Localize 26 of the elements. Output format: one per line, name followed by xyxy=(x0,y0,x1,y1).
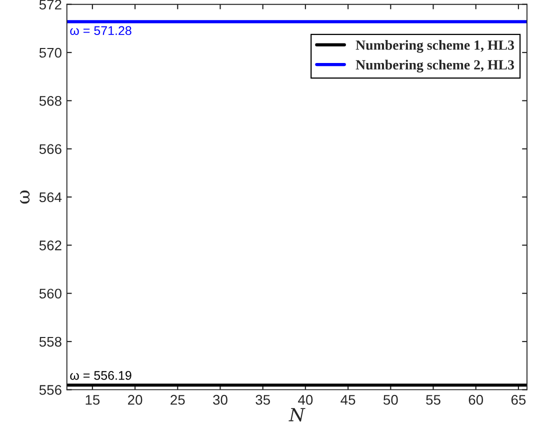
y-tick-label: 556 xyxy=(39,385,62,395)
x-tick-label: 40 xyxy=(298,394,313,405)
y-tick-label: 570 xyxy=(39,48,62,58)
x-tick-label: 45 xyxy=(340,395,356,405)
y-tick-label: 568 xyxy=(39,96,62,106)
x-tick-label: 15 xyxy=(86,395,100,405)
x-tick-label: 20 xyxy=(128,394,142,405)
legend-label: Numbering scheme 2, HL3 xyxy=(356,60,514,72)
x-tick-label: 25 xyxy=(170,394,185,405)
legend-label: Numbering scheme 1, HL3 xyxy=(356,40,514,53)
x-tick-label: 65 xyxy=(511,394,526,405)
x-tick-label: 55 xyxy=(426,395,440,405)
y-axis-title: ω xyxy=(20,190,30,204)
y-tick-label: 562 xyxy=(39,240,62,250)
annotation: ω = 571.28 xyxy=(70,26,132,36)
y-tick-label: 558 xyxy=(39,336,62,347)
x-tick-label: 50 xyxy=(383,394,398,405)
x-axis-title: N xyxy=(288,408,306,422)
y-tick-label: 572 xyxy=(39,0,62,10)
y-tick-label: 560 xyxy=(39,288,62,299)
x-tick-label: 30 xyxy=(213,394,228,405)
x-tick-label: 35 xyxy=(256,394,270,405)
x-tick-label: 60 xyxy=(468,394,484,405)
annotation: ω = 556.19 xyxy=(70,371,132,380)
y-tick-label: 566 xyxy=(39,144,62,154)
y-tick-label: 564 xyxy=(39,192,62,202)
